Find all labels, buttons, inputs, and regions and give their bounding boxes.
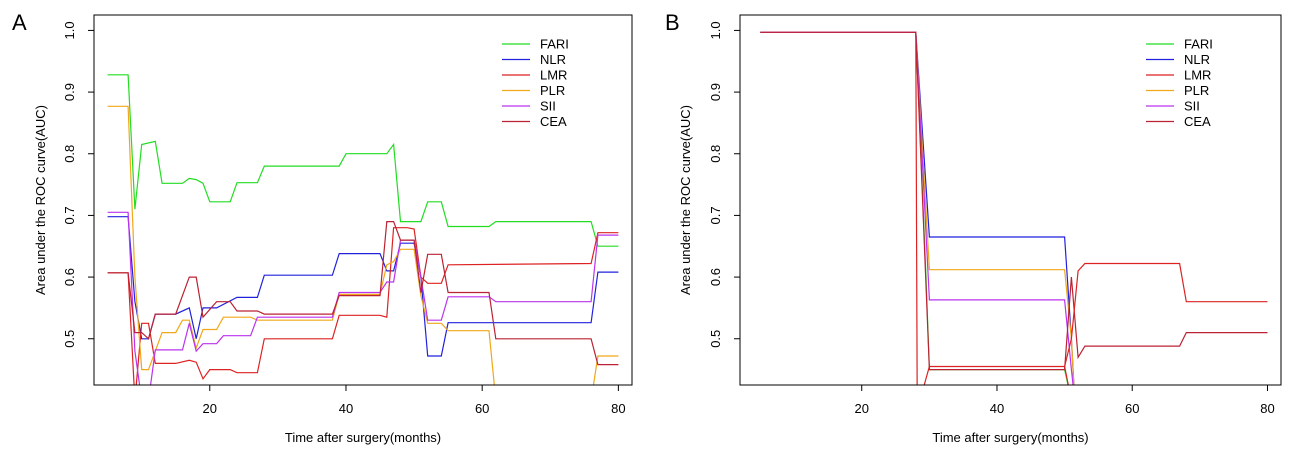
x-tick-label: 20 bbox=[854, 401, 868, 416]
legend-label: LMR bbox=[540, 68, 567, 83]
series-line-fari bbox=[107, 74, 619, 247]
series-line-plr bbox=[107, 105, 619, 385]
legend-label: CEA bbox=[1184, 114, 1211, 129]
x-tick-label: 60 bbox=[475, 401, 489, 416]
chart-b-svg: B 20 40 60 80 0.5 0.6 0.7 0.8 0.9 1.0 Time after su… bbox=[665, 10, 1282, 445]
y-tick-label: 0.6 bbox=[708, 268, 723, 286]
legend-label: FARI bbox=[540, 37, 569, 52]
y-axis-label: Area under the ROC curve(AUC) bbox=[33, 105, 48, 295]
legend-label: SII bbox=[540, 99, 556, 114]
y-tick-label: 1.0 bbox=[62, 21, 77, 39]
legend-label: NLR bbox=[540, 52, 566, 67]
x-tick-label: 80 bbox=[1260, 401, 1274, 416]
legend-label: PLR bbox=[540, 83, 565, 98]
series-group bbox=[760, 31, 1268, 385]
x-tick-label: 80 bbox=[611, 401, 625, 416]
legend-label: NLR bbox=[1184, 52, 1210, 67]
legend-label: FARI bbox=[1184, 37, 1213, 52]
y-axis-label: Area under the ROC curve(AUC) bbox=[678, 105, 693, 295]
x-axis-label: Time after surgery(months) bbox=[285, 430, 441, 445]
x-tick-label: 40 bbox=[990, 401, 1004, 416]
y-tick-label: 1.0 bbox=[708, 21, 723, 39]
y-tick-label: 0.7 bbox=[62, 206, 77, 224]
y-tick-label: 0.6 bbox=[62, 268, 77, 286]
x-tick-label: 20 bbox=[203, 401, 217, 416]
x-tick-label: 40 bbox=[339, 401, 353, 416]
legend-label: PLR bbox=[1184, 83, 1209, 98]
y-tick-label: 0.8 bbox=[62, 145, 77, 163]
panel-label: A bbox=[12, 10, 27, 35]
chart-a-svg: A 20 40 60 80 0.5 0.6 0.7 0.8 0.9 1.0 Time after su… bbox=[12, 10, 633, 445]
panel-b: B 20 40 60 80 0.5 0.6 0.7 0.8 0.9 1.0 Time after su… bbox=[648, 0, 1296, 449]
panel-a: A 20 40 60 80 0.5 0.6 0.7 0.8 0.9 1.0 Time after su… bbox=[12, 10, 633, 445]
series-line-lmr bbox=[760, 31, 1069, 385]
y-tick-label: 0.7 bbox=[708, 206, 723, 224]
series-group bbox=[107, 74, 619, 385]
legend-label: SII bbox=[1184, 99, 1200, 114]
series-line-lmr-tail- bbox=[1064, 262, 1268, 367]
plot-frame bbox=[739, 14, 1282, 386]
series-line-cea bbox=[760, 31, 1268, 371]
series-line-sii bbox=[107, 211, 619, 385]
panel-label: B bbox=[665, 10, 680, 35]
y-tick-label: 0.8 bbox=[708, 145, 723, 163]
y-tick-label: 0.9 bbox=[62, 83, 77, 101]
x-tick-label: 60 bbox=[1125, 401, 1139, 416]
plot-frame bbox=[93, 14, 633, 386]
series-line-nlr bbox=[107, 216, 619, 357]
y-tick-label: 0.5 bbox=[708, 330, 723, 348]
y-tick-label: 0.9 bbox=[708, 83, 723, 101]
x-axis-label: Time after surgery(months) bbox=[932, 430, 1088, 445]
y-tick-label: 0.5 bbox=[62, 330, 77, 348]
legend-label: LMR bbox=[1184, 68, 1211, 83]
series-line-cea bbox=[107, 221, 619, 366]
legend-label: CEA bbox=[540, 114, 567, 129]
